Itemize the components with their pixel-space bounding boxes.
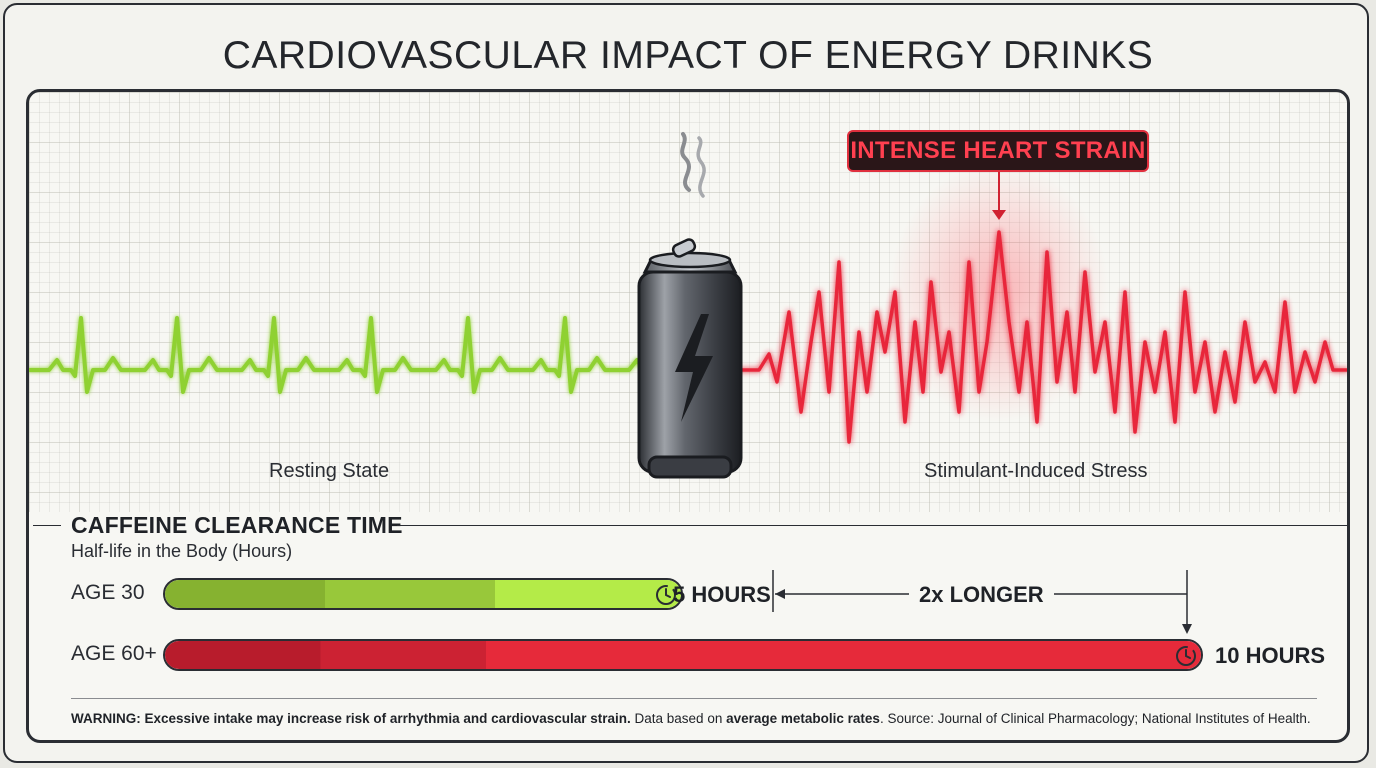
age-60-value: 10 HOURS: [1215, 643, 1326, 668]
age-30-label: AGE 30: [71, 581, 145, 604]
clock-icon: [656, 585, 676, 605]
age-30-bar-fill: [165, 580, 681, 608]
lightning-bolt-icon: [675, 314, 713, 422]
stress-ecg-line: [717, 230, 1347, 444]
energy-drink-can-icon: [637, 132, 743, 479]
footer-source: . Source: Journal of Clinical Pharmacolo…: [879, 711, 1311, 726]
age-60-label: AGE 60+: [71, 642, 157, 665]
clock-icon: [1176, 646, 1196, 666]
callout-arrowhead: [992, 210, 1006, 220]
footer-data-bold: average metabolic rates: [726, 711, 880, 726]
age-60-bar: [163, 639, 1203, 671]
footer-warning: WARNING: Excessive intake may increase r…: [71, 711, 631, 726]
footer-note: WARNING: Excessive intake may increase r…: [71, 711, 1311, 726]
age-30-bar: [163, 578, 683, 610]
age-60-bar-fill: [165, 641, 1201, 669]
stress-state-label: Stimulant-Induced Stress: [924, 460, 1148, 482]
clearance-subtitle: Half-life in the Body (Hours): [71, 541, 293, 561]
main-panel: INTENSE HEART STRAIN Resting State Stimu…: [26, 89, 1350, 743]
comparison-arrow: [772, 570, 1192, 634]
section-rule-left: [33, 525, 61, 526]
ecg-chart: [29, 132, 1347, 479]
page-title: CARDIOVASCULAR IMPACT OF ENERGY DRINKS: [222, 34, 1154, 77]
comparison-label: 2x LONGER: [909, 582, 1054, 608]
footer-data-prefix: Data based on: [634, 711, 723, 726]
clearance-title: CAFFEINE CLEARANCE TIME: [71, 512, 403, 538]
section-rule-right: [397, 525, 1347, 526]
resting-state-label: Resting State: [269, 460, 390, 482]
strain-callout: INTENSE HEART STRAIN: [847, 130, 1149, 172]
steam-icon: [680, 132, 691, 192]
footer-divider: [71, 698, 1317, 699]
age-30-value: 5 HOURS: [673, 582, 771, 607]
